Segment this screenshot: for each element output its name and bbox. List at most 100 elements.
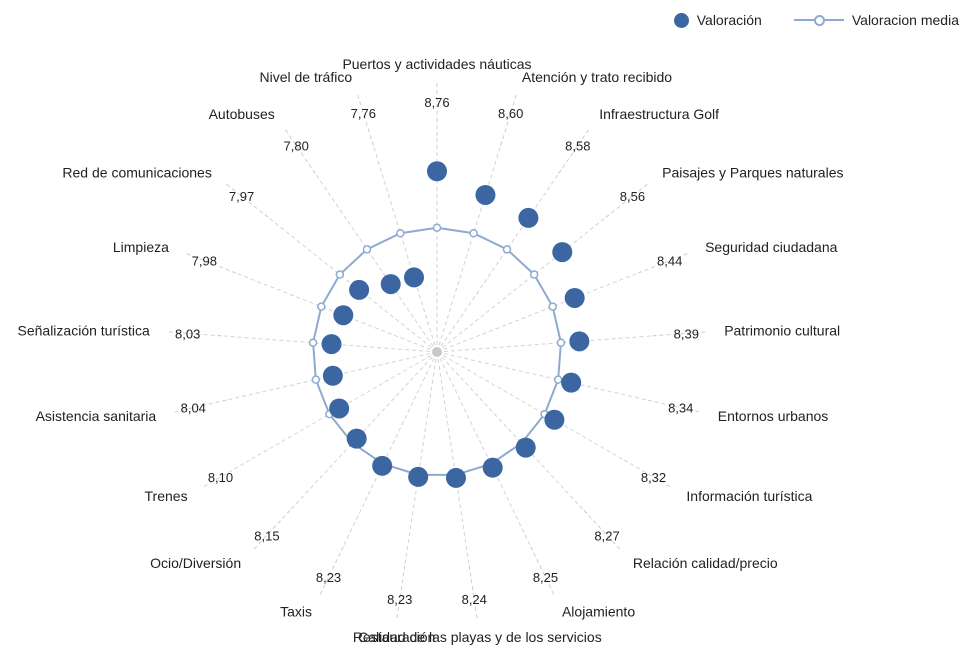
valoracion-point	[333, 305, 354, 326]
leader-line	[356, 91, 374, 146]
valoracion-point	[561, 372, 582, 393]
legend-label-valoracion: Valoración	[696, 12, 762, 28]
category-label: Relación calidad/precio	[633, 555, 778, 571]
leader-line	[647, 399, 703, 414]
spoke-line	[436, 141, 503, 353]
valoracion-point	[349, 279, 370, 300]
spoke-line	[341, 351, 438, 551]
legend-label-media: Valoracion media	[851, 12, 959, 28]
spoke-line	[436, 351, 533, 551]
category-label: Alojamiento	[562, 603, 635, 619]
value-label: 8,23	[387, 592, 412, 607]
value-label: 8,24	[462, 592, 487, 607]
media-point	[308, 338, 318, 347]
spoke-line	[436, 335, 657, 353]
media-point	[396, 229, 405, 238]
category-label: Señalización turística	[18, 322, 151, 338]
category-label: Taxis	[280, 603, 312, 619]
media-point	[362, 245, 372, 254]
value-label: 7,76	[351, 106, 376, 121]
value-label: 8,56	[620, 189, 645, 204]
spoke-line	[232, 271, 438, 353]
value-label: 8,03	[175, 326, 200, 341]
legend-marker-media	[793, 13, 844, 27]
category-label: Limpieza	[113, 239, 169, 255]
media-point	[469, 229, 478, 238]
leader-line	[500, 91, 518, 146]
category-label: Nivel de tráfico	[260, 69, 353, 85]
spoke-line	[286, 351, 438, 514]
leader-line	[558, 126, 591, 174]
category-label: Atención y trato recibido	[522, 69, 672, 85]
value-label: 8,10	[208, 470, 233, 485]
valoracion-point	[475, 184, 496, 205]
spoke-line	[436, 351, 471, 570]
value-label: 8,25	[533, 570, 558, 585]
valoracion-series	[321, 161, 590, 488]
valoracion-point	[329, 398, 350, 419]
leader-line	[201, 459, 251, 489]
category-label: Información turística	[686, 488, 812, 504]
spoke-line	[403, 351, 438, 570]
leader-line	[637, 252, 691, 274]
valoracion-point	[482, 457, 503, 478]
leader-line	[183, 252, 237, 274]
valoracion-point	[380, 274, 401, 295]
spoke-line	[436, 351, 628, 463]
value-label: 8,60	[498, 106, 523, 121]
valoracion-point	[372, 455, 393, 476]
spoke-line	[246, 351, 438, 463]
valoracion-point	[322, 365, 343, 386]
media-point	[548, 302, 557, 311]
valoracion-point	[346, 428, 367, 449]
leader-line	[468, 565, 479, 622]
leader-line	[165, 331, 222, 337]
media-point	[432, 223, 442, 232]
category-label: Asistencia sanitaria	[36, 408, 157, 424]
leader-line	[530, 546, 556, 598]
media-point	[317, 302, 326, 311]
spoke-line	[436, 351, 652, 402]
center-dot	[432, 347, 442, 357]
valoracion-point	[552, 242, 573, 263]
valoracion-point	[321, 334, 342, 355]
category-label: Red de comunicaciones	[62, 164, 211, 180]
value-label: 8,23	[316, 570, 341, 585]
valoracion-point	[515, 437, 536, 458]
leader-line	[318, 546, 344, 598]
category-label: Puertos y actividades náuticas	[342, 56, 531, 72]
value-label: 8,58	[565, 138, 590, 153]
spoke-line	[436, 169, 562, 353]
valoracion-point	[518, 207, 539, 228]
valoracion-point	[408, 466, 429, 487]
spoke-line	[264, 214, 438, 353]
media-point	[553, 375, 563, 384]
leader-line	[171, 399, 227, 414]
media-point	[311, 375, 321, 384]
category-label: Restauración	[353, 629, 436, 645]
category-label: Ocio/Diversión	[150, 555, 241, 571]
valoracion-point	[544, 409, 565, 430]
media-line	[312, 226, 562, 476]
leader-line	[623, 459, 673, 489]
spoke-line	[312, 169, 438, 353]
value-label: 7,97	[229, 189, 254, 204]
value-label: 8,32	[641, 470, 666, 485]
category-label: Seguridad ciudadana	[705, 239, 838, 255]
media-point	[529, 270, 539, 279]
category-label: Trenes	[145, 488, 188, 504]
valoracion-point	[403, 267, 424, 288]
valoracion-point	[427, 161, 447, 182]
value-label: 8,76	[424, 95, 449, 110]
category-label: Infraestructura Golf	[599, 106, 719, 122]
chart-legend: Valoración Valoracion media	[652, 12, 959, 28]
category-label: Autobuses	[209, 106, 275, 122]
spoke-lines	[217, 132, 657, 570]
media-point	[556, 338, 566, 347]
valoracion-point	[569, 331, 590, 352]
leader-line	[283, 126, 316, 174]
value-label: 8,39	[674, 326, 699, 341]
leader-line	[605, 182, 650, 218]
